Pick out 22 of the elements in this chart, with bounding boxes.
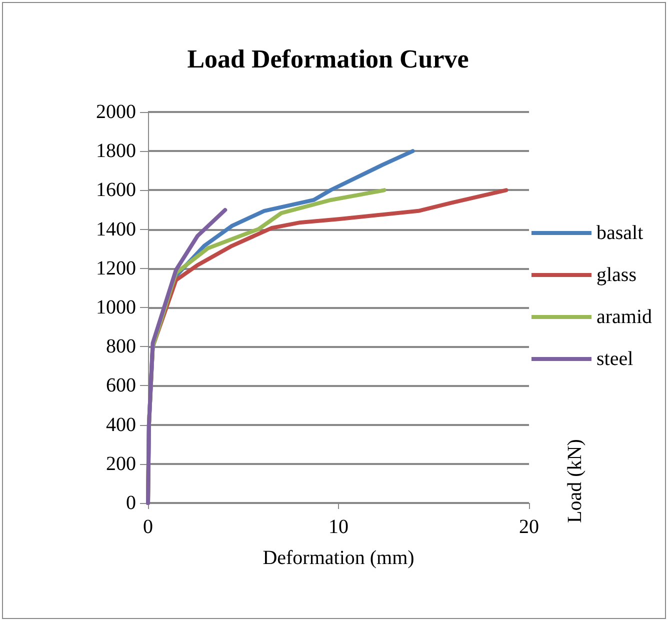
y-tick-label: 1800 xyxy=(96,140,136,162)
chart-title: Load Deformation Curve xyxy=(187,44,469,74)
y-tick-label: 1600 xyxy=(96,179,136,202)
y-tick-label: 1400 xyxy=(96,218,136,240)
x-axis-title: Deformation (mm) xyxy=(262,547,414,569)
y-tick-label: 1000 xyxy=(96,296,136,318)
legend-label: aramid xyxy=(596,306,652,328)
y-tick-label: 400 xyxy=(106,414,136,436)
y-axis-title: Load (kN) xyxy=(564,439,586,523)
x-tick-label: 10 xyxy=(328,516,348,538)
y-tick-label: 1200 xyxy=(96,257,136,280)
x-tick-label: 20 xyxy=(519,516,539,538)
legend-label: glass xyxy=(596,264,637,286)
y-tick-label: 800 xyxy=(106,336,136,358)
y-tick-label: 0 xyxy=(126,492,136,514)
legend-label: basalt xyxy=(596,222,644,244)
y-tick-label: 600 xyxy=(106,374,136,397)
line-series xyxy=(146,208,228,505)
y-tick-label: 200 xyxy=(106,452,136,475)
y-tick-label: 2000 xyxy=(96,101,136,123)
x-tick-label: 0 xyxy=(143,516,153,538)
legend-label: steel xyxy=(596,348,634,370)
